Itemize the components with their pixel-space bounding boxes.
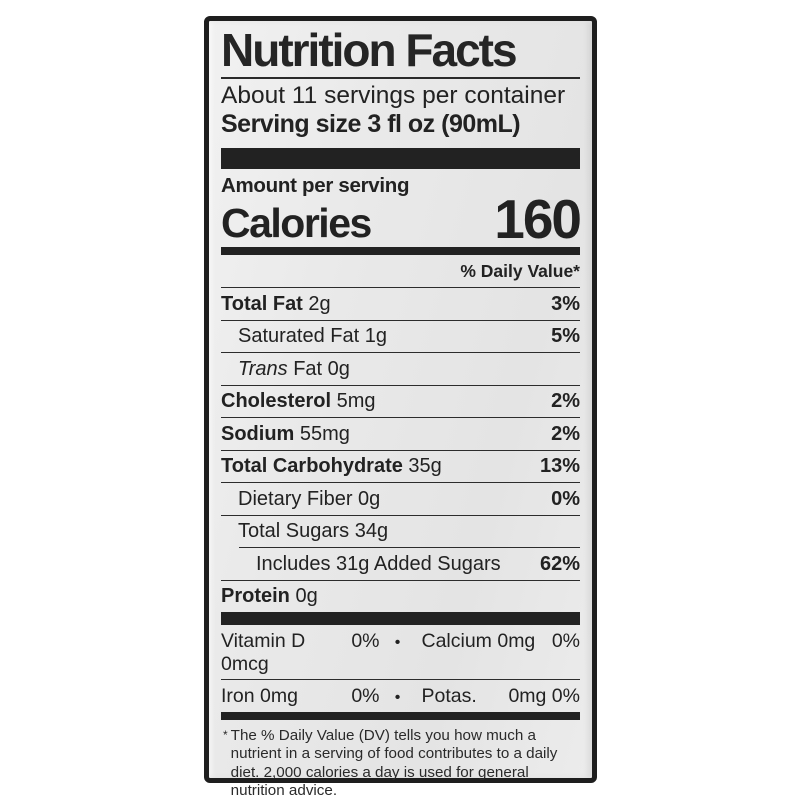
- nutrient-daily-value: 3%: [551, 292, 580, 315]
- nutrient-daily-value: 13%: [539, 455, 580, 478]
- nutrient-row: Includes 31g Added Sugars 62%: [239, 547, 580, 580]
- thick-divider-bar-top: [221, 147, 580, 169]
- nutrient-name-amount: Total Fat 2g: [221, 292, 331, 315]
- nutrient-row: Sodium 55mg 2%: [221, 417, 580, 450]
- calories-line: Calories 160: [221, 187, 582, 250]
- calories-label: Calories: [221, 199, 372, 246]
- micronutrient-name: Potas.: [421, 685, 477, 708]
- nutrient-row: Protein 0g: [221, 579, 580, 613]
- nutrient-name-amount: Saturated Fat 1g: [238, 325, 387, 348]
- nutrient-row: Dietary Fiber 0g 0%: [221, 482, 580, 515]
- bullet-separator: •: [394, 634, 401, 652]
- medium-divider-bar-bottom: [221, 711, 580, 720]
- bullet-separator: •: [394, 689, 401, 707]
- nutrient-daily-value: 0%: [551, 487, 580, 510]
- nutrient-name-amount: Sodium 55mg: [221, 422, 350, 445]
- nutrient-daily-value: 5%: [551, 325, 580, 348]
- thick-divider-bar-protein: [221, 612, 580, 626]
- micronutrient-right-cell: Calcium 0mg 0%: [406, 630, 581, 652]
- calories-value: 160: [494, 187, 582, 250]
- nutrient-row: Total Fat 2g 3%: [221, 287, 580, 320]
- amount-per-serving-label: Amount per serving: [221, 173, 410, 197]
- micronutrient-value: 0%: [551, 630, 580, 653]
- nutrient-row: Total Carbohydrate 35g 13%: [221, 449, 580, 483]
- nutrient-row: Saturated Fat 1g 5%: [221, 319, 580, 353]
- footnote: * The % Daily Value (DV) tells you how m…: [221, 720, 580, 801]
- nutrient-name-amount: Total Carbohydrate 35g: [221, 455, 442, 478]
- micronutrient-name: Vitamin D 0mcg: [221, 630, 306, 675]
- nutrient-name-amount: Protein 0g: [221, 585, 318, 608]
- footnote-text: The % Daily Value (DV) tells you how muc…: [230, 726, 558, 800]
- serving-size: Serving size 3 fl oz (90mL): [221, 109, 521, 138]
- micronutrient-row: Iron 0mg 0% • Potas. 0mg 0%: [221, 679, 580, 711]
- nutrient-daily-value: 2%: [551, 422, 580, 445]
- daily-value-header: % Daily Value*: [460, 261, 580, 282]
- servings-per-container: About 11 servings per container: [221, 81, 566, 109]
- nutrient-row: Total Sugars 34g: [221, 514, 580, 548]
- micronutrient-name: Calcium 0mg: [421, 630, 536, 653]
- micronutrient-value: 0mg 0%: [508, 685, 580, 708]
- nutrient-daily-value: 2%: [551, 390, 580, 413]
- nutrient-name-amount: Cholesterol 5mg: [221, 390, 376, 413]
- micronutrient-row: Vitamin D 0mcg 0% • Calcium 0mg 0%: [221, 625, 580, 679]
- nutrient-name-amount: Dietary Fiber 0g: [238, 487, 381, 510]
- nutrient-row: Trans Fat 0g: [221, 352, 580, 385]
- nutrient-name-amount: Total Sugars 34g: [238, 520, 389, 543]
- nutrient-row: Cholesterol 5mg 2%: [221, 384, 580, 418]
- micronutrient-value: 0%: [351, 630, 380, 653]
- micronutrient-name: Iron 0mg: [221, 685, 298, 708]
- label-title: Nutrition Facts: [221, 27, 580, 79]
- nutrient-daily-value: 62%: [539, 552, 580, 575]
- nutrition-facts-label: Nutrition Facts About 11 servings per co…: [204, 16, 597, 799]
- nutrient-rows: Total Fat 2g 3% Saturated Fat 1g 5% Trans Fa…: [221, 287, 580, 612]
- micronutrient-right-cell: Potas. 0mg 0%: [406, 685, 581, 707]
- medium-divider-bar-calories: [221, 247, 580, 256]
- micronutrient-rows: Vitamin D 0mcg 0% • Calcium 0mg 0% Iron 0mg 0%…: [221, 625, 580, 711]
- micronutrient-value: 0%: [351, 685, 380, 708]
- nutrient-name-amount: Includes 31g Added Sugars: [256, 552, 501, 575]
- micronutrient-left-cell: Vitamin D 0mcg 0%: [221, 630, 390, 675]
- micronutrient-left-cell: Iron 0mg 0%: [221, 685, 390, 707]
- nutrient-name-amount: Trans Fat 0g: [238, 357, 350, 380]
- footnote-asterisk: *: [223, 727, 228, 742]
